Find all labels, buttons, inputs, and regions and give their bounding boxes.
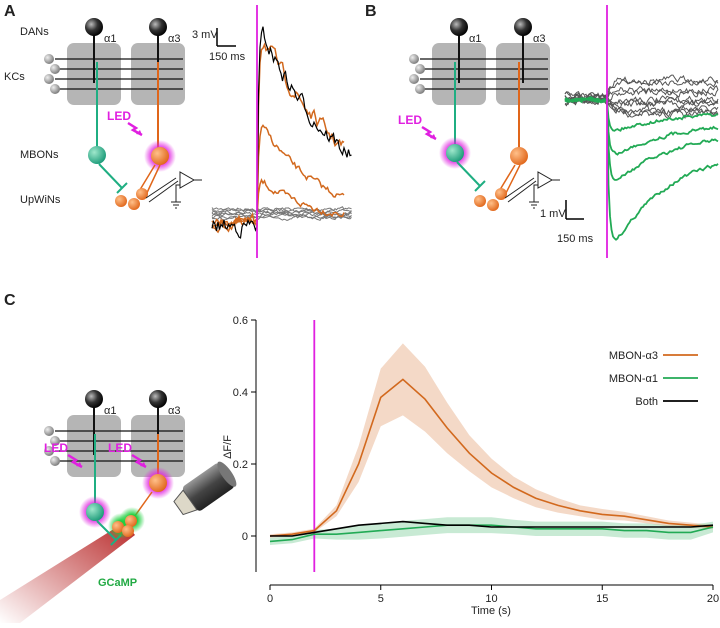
trace: [564, 96, 719, 107]
upwin: [487, 199, 499, 211]
mbons-label: MBONs: [20, 149, 59, 161]
compartment-label: α3: [168, 33, 180, 45]
x-tick-label: 5: [378, 593, 384, 605]
y-axis-label: ΔF/F: [222, 435, 234, 459]
upwins-label: UpWiNs: [20, 194, 61, 206]
compartment-label: α1: [104, 405, 116, 417]
scale-label: 3 mV: [192, 29, 218, 41]
x-tick-label: 20: [707, 593, 719, 605]
upwin: [136, 188, 148, 200]
upwin: [125, 515, 137, 527]
mbon: [510, 147, 528, 165]
mbon: [86, 503, 104, 521]
upwin: [112, 521, 124, 533]
scale-label: 1 mV: [540, 208, 566, 220]
y-tick-label: 0: [242, 531, 248, 543]
upwin: [474, 195, 486, 207]
led-label: LED: [108, 441, 132, 455]
compartment-label: α3: [533, 33, 545, 45]
trace: [564, 96, 719, 181]
traces: [564, 74, 719, 241]
amplifier: [170, 171, 203, 209]
panel-label: A: [4, 3, 16, 20]
inhibitory-synapse: [456, 161, 486, 192]
trace: [211, 178, 345, 228]
dans-label: DANs: [20, 26, 49, 38]
led-bolt: [420, 125, 438, 141]
gcamp-label: GCaMP: [98, 577, 137, 589]
legend-label: MBON-α3: [609, 350, 658, 362]
upwin: [495, 188, 507, 200]
kc-schematic: [43, 17, 186, 106]
upwin: [122, 525, 134, 537]
error-band: [270, 517, 713, 545]
y-tick-label: 0.2: [233, 459, 248, 471]
scale-label: 150 ms: [557, 233, 594, 245]
compartment-label: α1: [104, 33, 116, 45]
mbon: [88, 146, 106, 164]
led-bolt: [126, 121, 144, 137]
traces: [211, 26, 352, 239]
upwin: [115, 195, 127, 207]
legend-label: MBON-α1: [609, 373, 658, 385]
mbon: [151, 147, 169, 165]
kc-schematic: [43, 389, 186, 478]
led-label: LED: [44, 441, 68, 455]
kc-schematic: [408, 17, 551, 106]
error-band: [270, 343, 713, 538]
objective: [173, 461, 237, 516]
trace: [564, 90, 719, 118]
series-line: [270, 520, 714, 537]
trace: [211, 26, 352, 239]
trace: [564, 78, 719, 103]
trace: [211, 206, 352, 212]
trace: [564, 93, 719, 109]
y-tick-label: 0.4: [233, 387, 248, 399]
x-tick-label: 0: [267, 593, 273, 605]
trace: [211, 213, 352, 220]
trace: [564, 97, 719, 241]
trace: [211, 42, 345, 234]
panel-label: C: [4, 292, 16, 309]
series-line: [269, 378, 714, 537]
x-axis-label: Time (s): [471, 605, 511, 617]
x-tick-label: 15: [596, 593, 608, 605]
panel-label: B: [365, 3, 377, 20]
trace: [211, 207, 352, 214]
mbon: [446, 144, 464, 162]
scale-label: 150 ms: [209, 51, 246, 63]
chart: ΔF/F Time (s) 0 0.2 0.4 0.6 0 5 10 15 20 MBON-α3 M…: [222, 315, 719, 617]
legend-label: Both: [635, 396, 658, 408]
electrode: [145, 177, 179, 203]
inhibitory-synapse: [98, 163, 128, 194]
laser-beam: [0, 522, 135, 623]
mbon: [149, 474, 167, 492]
upwin: [128, 198, 140, 210]
kcs-label: KCs: [4, 71, 25, 83]
compartment-label: α3: [168, 405, 180, 417]
led-label: LED: [107, 109, 131, 123]
trace: [564, 97, 719, 132]
electrode: [504, 177, 537, 203]
compartment-label: α1: [469, 33, 481, 45]
amplifier: [528, 171, 561, 209]
x-tick-label: 10: [485, 593, 497, 605]
series-line: [269, 524, 714, 543]
trace: [211, 124, 345, 229]
led-label: LED: [398, 113, 422, 127]
y-tick-label: 0.6: [233, 315, 248, 327]
trace: [211, 215, 352, 222]
trace: [564, 96, 719, 156]
